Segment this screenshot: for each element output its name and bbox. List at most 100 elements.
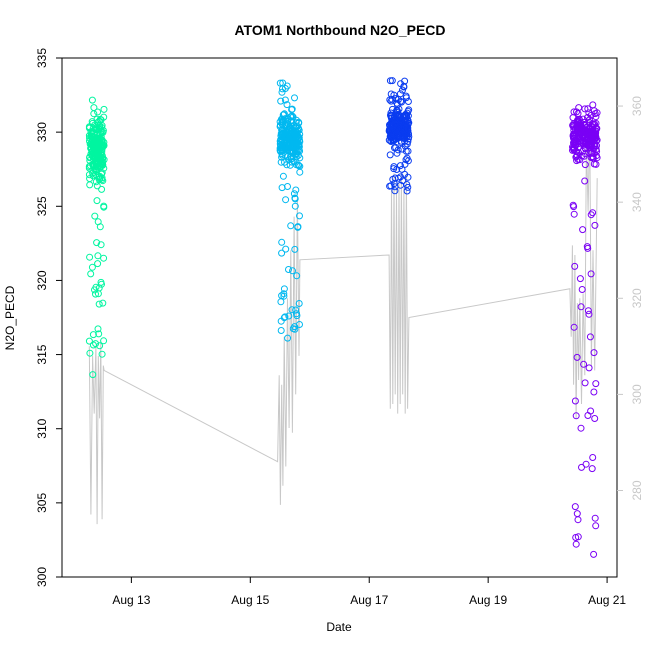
data-point: [98, 185, 106, 193]
x-tick-label: Aug 17: [350, 593, 388, 607]
data-point: [95, 330, 103, 338]
data-point: [289, 325, 297, 333]
right-y-tick-label: 300: [630, 384, 644, 404]
data-point: [581, 161, 589, 169]
data-point: [85, 337, 93, 345]
data-point: [93, 162, 101, 170]
data-point: [591, 221, 599, 229]
data-point: [402, 94, 410, 102]
data-point: [279, 172, 287, 180]
data-point: [295, 300, 303, 307]
chart-title: ATOM1 Northbound N2O_PECD: [234, 22, 445, 38]
data-point: [90, 110, 98, 118]
data-point: [97, 127, 105, 135]
y-tick-label: 335: [35, 48, 49, 68]
secondary-series-line: [88, 120, 598, 525]
data-point: [296, 168, 304, 176]
data-point: [579, 226, 587, 234]
data-point: [276, 79, 284, 87]
data-point: [386, 77, 394, 85]
data-point: [574, 133, 582, 141]
data-point: [285, 266, 292, 273]
data-point: [581, 105, 589, 113]
data-point: [93, 197, 101, 205]
data-point: [588, 465, 596, 473]
data-point: [89, 331, 97, 339]
data-point: [580, 129, 588, 137]
data-point: [279, 117, 287, 125]
x-axis: Aug 13 Aug 15 Aug 17 Aug 19 Aug 21: [112, 577, 626, 607]
data-point: [93, 182, 101, 190]
data-point: [86, 124, 94, 132]
data-point: [391, 174, 399, 182]
data-point: [295, 146, 303, 153]
data-point: [91, 286, 98, 294]
y-tick-label: 320: [35, 270, 49, 290]
data-point: [86, 181, 94, 189]
data-point: [96, 223, 104, 231]
data-point: [276, 140, 284, 148]
data-point: [291, 194, 299, 202]
data-point: [91, 212, 99, 220]
data-point: [404, 98, 412, 105]
data-point: [296, 321, 303, 328]
data-point: [294, 223, 302, 231]
data-point: [569, 201, 577, 209]
data-point: [393, 130, 400, 138]
data-point: [586, 116, 594, 124]
data-point: [394, 174, 402, 182]
data-point: [282, 196, 290, 204]
data-point: [577, 424, 585, 432]
data-point: [587, 270, 595, 278]
series-1-points: [85, 96, 108, 379]
data-point: [575, 120, 583, 127]
data-point: [581, 379, 589, 387]
data-point: [586, 144, 594, 151]
data-point: [573, 353, 581, 361]
data-point: [572, 534, 580, 541]
data-point: [277, 158, 285, 166]
data-point: [586, 333, 594, 341]
data-point: [278, 249, 286, 257]
data-point: [570, 134, 578, 142]
data-point: [399, 125, 406, 133]
y-tick-label: 305: [35, 493, 49, 513]
data-point: [278, 151, 286, 159]
data-point: [295, 140, 303, 148]
data-point: [94, 252, 102, 260]
data-point: [403, 154, 411, 162]
data-point: [277, 327, 285, 334]
data-point: [590, 150, 598, 158]
data-point: [403, 181, 411, 188]
data-point: [294, 147, 302, 155]
data-point: [97, 278, 105, 286]
y-tick-label: 315: [35, 344, 49, 364]
data-point: [92, 141, 100, 148]
x-tick-label: Aug 19: [469, 593, 507, 607]
data-point: [394, 96, 402, 103]
data-point: [581, 126, 589, 134]
data-point: [282, 245, 290, 253]
x-tick-label: Aug 13: [112, 593, 150, 607]
data-point: [569, 123, 577, 131]
data-point: [286, 161, 294, 169]
data-point: [401, 160, 409, 168]
data-point: [570, 210, 578, 218]
data-point: [571, 262, 579, 270]
data-point: [578, 463, 585, 471]
data-point: [98, 152, 106, 159]
data-point: [94, 143, 102, 151]
y-axis: 300 305 310 315 320 325 330 335: [35, 48, 62, 587]
data-point: [574, 144, 582, 152]
data-point: [90, 138, 97, 146]
x-tick-label: Aug 21: [588, 593, 626, 607]
data-point: [100, 113, 108, 121]
data-point: [288, 138, 296, 146]
plot-frame: [61, 57, 618, 578]
data-point: [398, 145, 406, 153]
y-tick-label: 325: [35, 196, 49, 216]
data-point: [89, 341, 97, 349]
data-point: [584, 114, 591, 121]
data-point: [389, 136, 396, 143]
data-point: [570, 323, 578, 331]
